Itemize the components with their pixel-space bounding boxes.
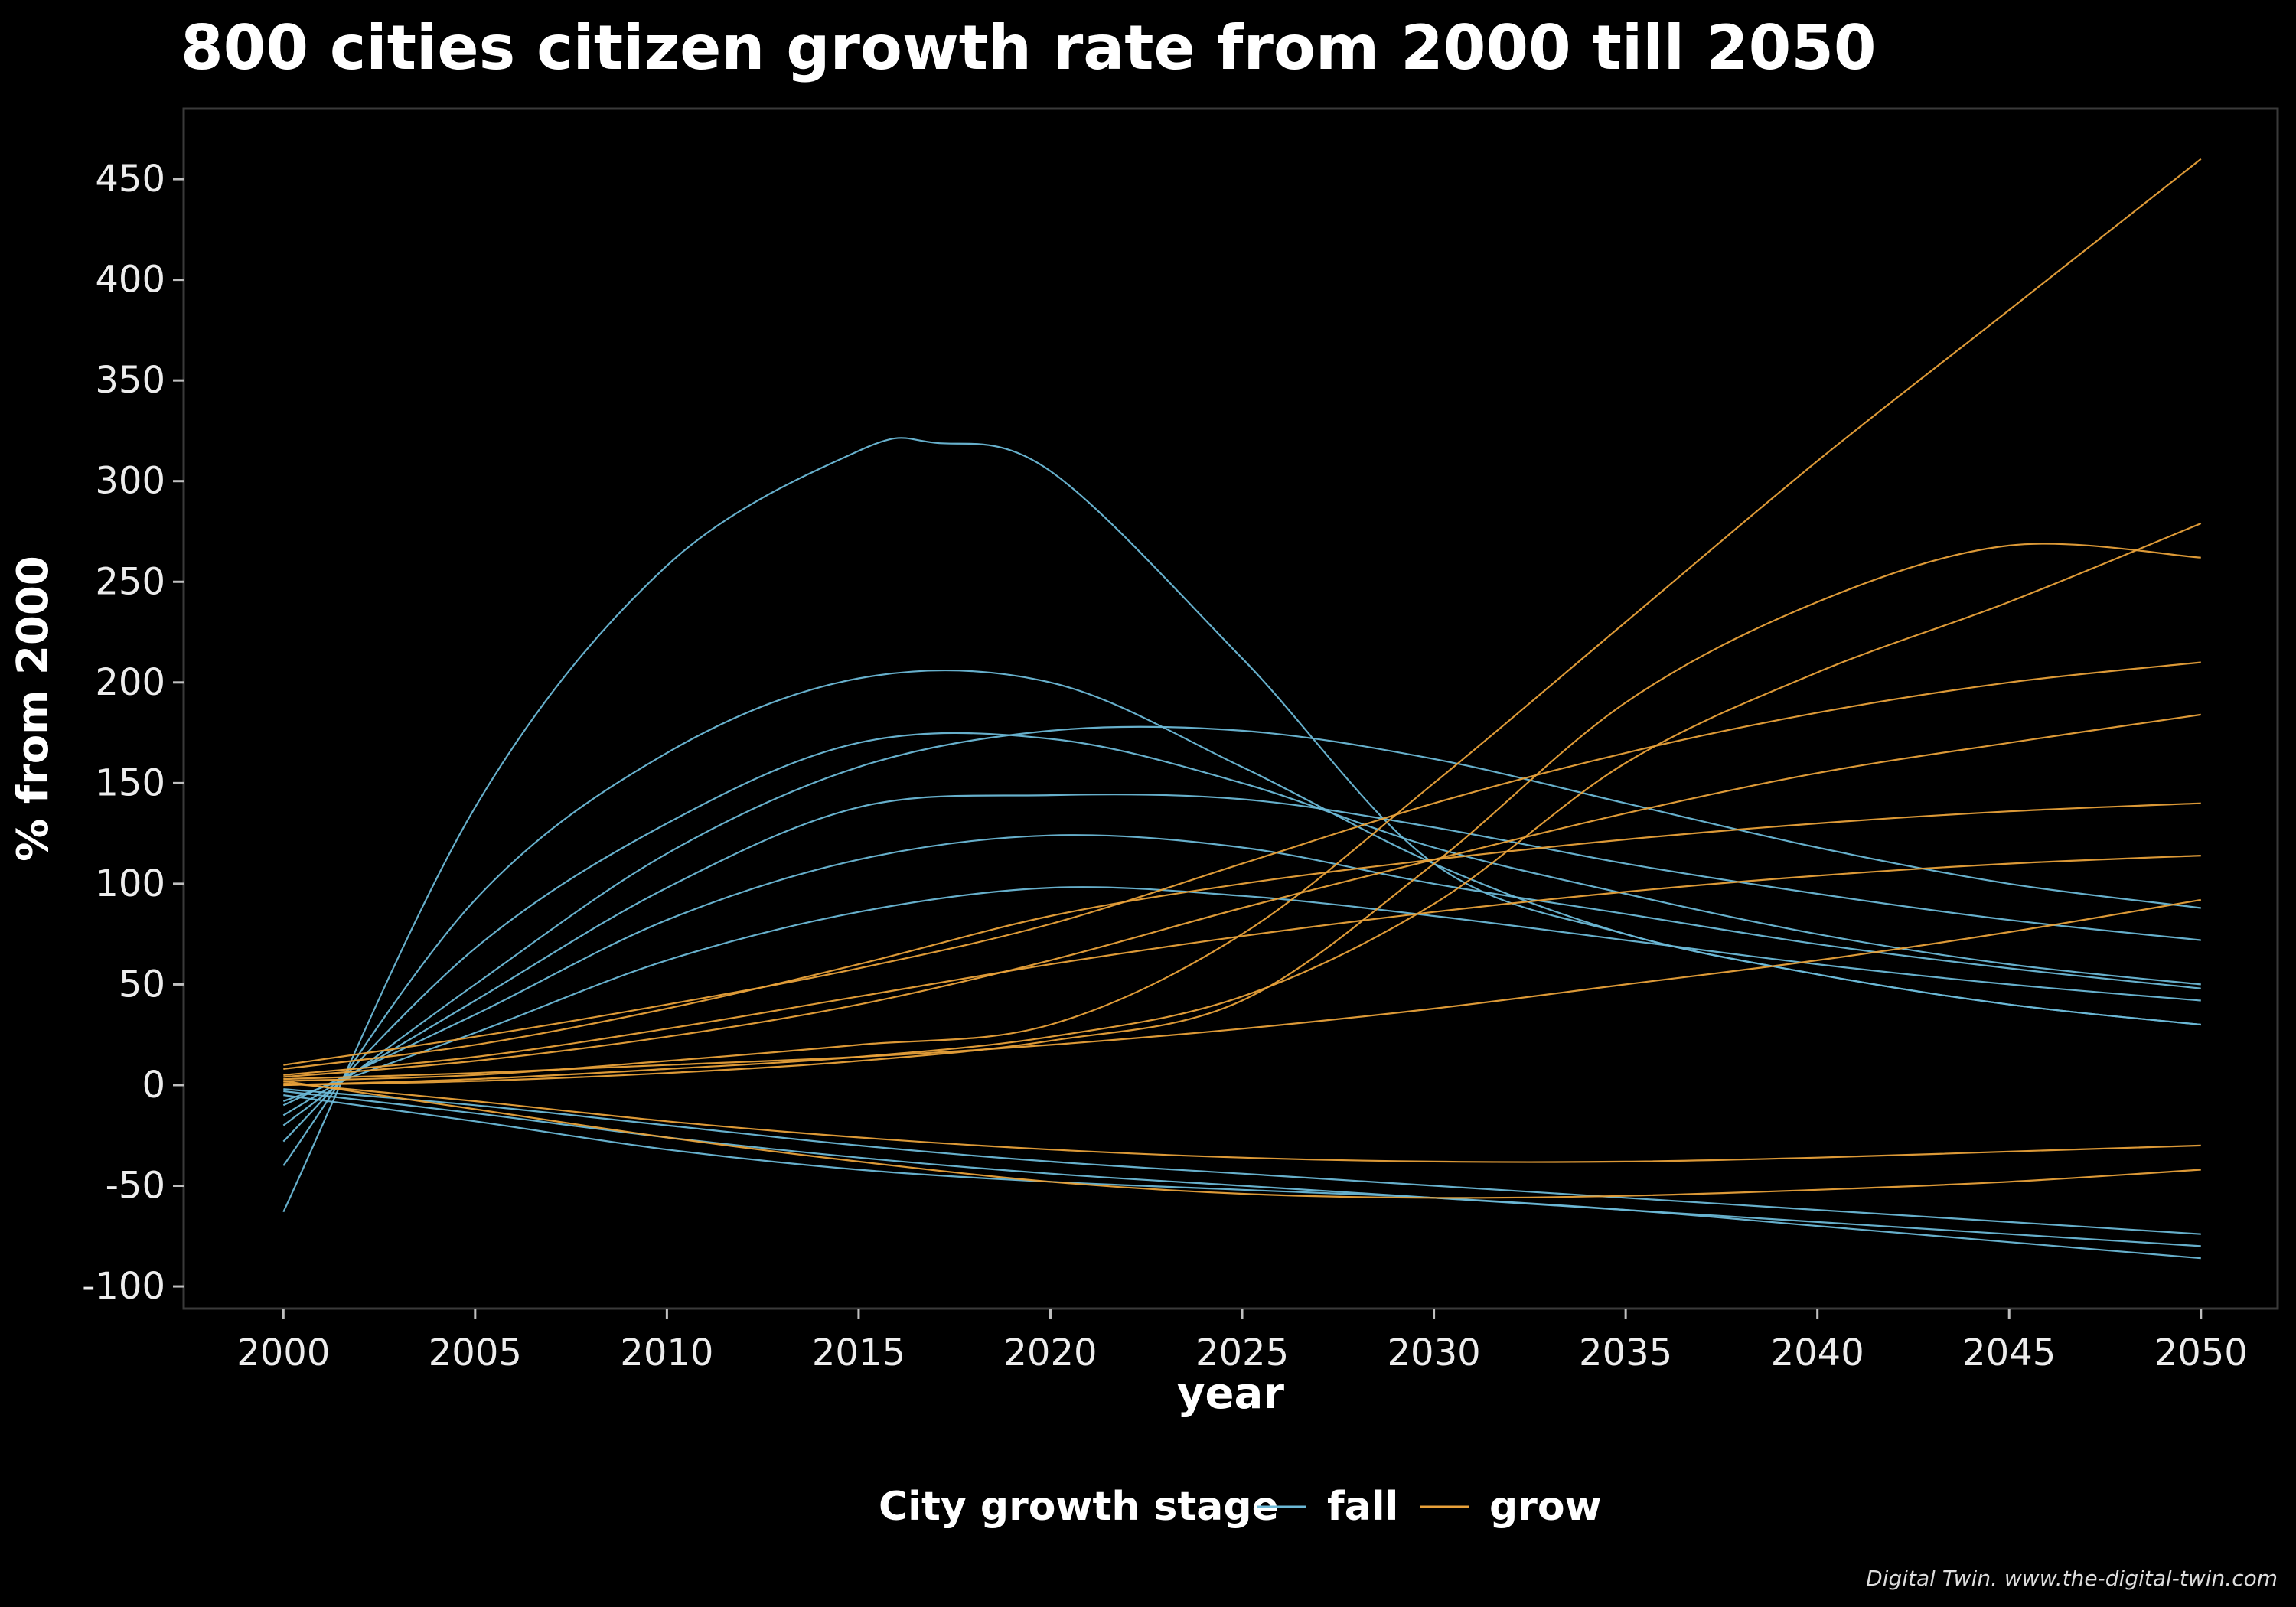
x-tick-label: 2035 [1579, 1332, 1672, 1374]
y-tick-label: 350 [95, 359, 165, 402]
x-tick-label: 2020 [1003, 1332, 1097, 1374]
y-axis: -100 -50 0 50 100 150 200 250 300 350 400 450 [82, 158, 184, 1308]
x-tick-label: 2010 [620, 1332, 713, 1374]
y-tick-label: 100 [95, 862, 165, 905]
x-axis-title: year [1177, 1369, 1284, 1419]
series-layer [282, 158, 2202, 1260]
x-tick-label: 2025 [1195, 1332, 1289, 1374]
y-tick-label: -100 [82, 1265, 165, 1308]
y-tick-label: 400 [95, 259, 165, 302]
chart-title: 800 cities citizen growth rate from 2000… [181, 12, 1877, 83]
series-line-fall [282, 669, 2201, 1166]
caption: Digital Twin. www.the-digital-twin.com [1866, 1566, 2278, 1591]
x-tick-label: 2000 [236, 1332, 330, 1374]
y-tick-label: 250 [95, 560, 165, 603]
y-tick-label: 300 [95, 460, 165, 503]
y-tick-label: 50 [119, 963, 165, 1006]
x-tick-label: 2045 [1962, 1332, 2056, 1374]
series-line-grow [283, 522, 2202, 1087]
x-axis: 2000 2005 2010 2015 2020 2025 2030 2035 2040 2045… [236, 1309, 2248, 1374]
series-line-fall [282, 732, 2201, 1143]
series-line-grow [283, 802, 2201, 1070]
plot-panel [182, 107, 2279, 1310]
series-line-fall [282, 886, 2201, 1103]
y-axis-title: % from 2000 [8, 556, 58, 862]
x-tick-label: 2030 [1388, 1332, 1481, 1374]
legend: City growth stage fall grow [879, 1484, 1602, 1530]
y-tick-label: 200 [95, 661, 165, 704]
series-line-grow [283, 661, 2201, 1066]
x-tick-label: 2005 [429, 1332, 522, 1374]
y-tick-label: -50 [106, 1165, 165, 1208]
series-line-fall [283, 1094, 2201, 1260]
series-line-fall [283, 1090, 2201, 1247]
x-tick-label: 2015 [812, 1332, 905, 1374]
legend-title: City growth stage [879, 1484, 1279, 1530]
legend-label-grow: grow [1489, 1484, 1602, 1530]
series-line-grow [283, 158, 2202, 1082]
series-line-grow [283, 855, 2201, 1076]
series-line-fall [282, 794, 2201, 1116]
series-line-fall [283, 1088, 2201, 1235]
series-line-grow [283, 898, 2201, 1081]
legend-label-fall: fall [1327, 1484, 1398, 1530]
series-line-grow [283, 1080, 2201, 1199]
series-line-grow [283, 1082, 2201, 1163]
series-line-fall [282, 725, 2201, 1126]
y-tick-label: 150 [95, 761, 165, 804]
x-tick-label: 2050 [2154, 1332, 2248, 1374]
series-line-grow [283, 543, 2201, 1087]
series-line-grow [283, 713, 2201, 1078]
series-line-fall [282, 834, 2201, 1107]
x-tick-label: 2040 [1771, 1332, 1864, 1374]
y-tick-label: 0 [142, 1064, 165, 1107]
y-tick-label: 450 [95, 158, 165, 200]
